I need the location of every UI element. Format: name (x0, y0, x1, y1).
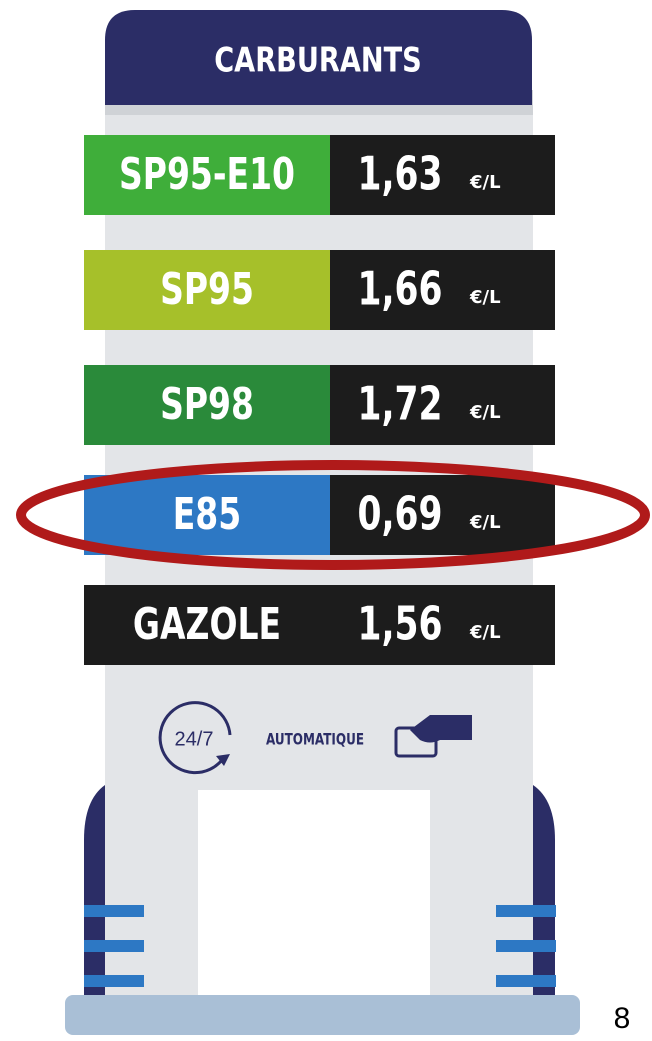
fuel-price: 1,56 (357, 596, 442, 650)
stripe (496, 940, 556, 952)
fuel-price: 0,69 (357, 486, 442, 540)
left-pillar (84, 785, 105, 1000)
sign-title: CARBURANTS (214, 40, 422, 80)
fuel-row: E85 0,69 €/L (84, 475, 555, 555)
service-label: AUTOMATIQUE (266, 731, 364, 749)
fuel-row: GAZOLE 1,56 €/L (84, 585, 555, 665)
fuel-row: SP98 1,72 €/L (84, 365, 555, 445)
page: {"header": {"title": "CARBURANTS"}, "fue… (0, 0, 652, 1041)
fuel-unit: €/L (469, 172, 501, 193)
fuel-name: SP95-E10 (119, 149, 295, 200)
fuel-row: SP95 1,66 €/L (84, 250, 555, 330)
stripe (496, 975, 556, 987)
fuel-unit: €/L (469, 622, 501, 643)
stripe (84, 905, 144, 917)
fuel-name: E85 (173, 489, 241, 540)
page-number: 8 (614, 1002, 631, 1035)
fuel-unit: €/L (469, 402, 501, 423)
service-badge: 24/7 (175, 728, 214, 750)
fuel-sign-illustration: CARBURANTS SP95-E10 1,63 €/L SP95 1,66 €… (0, 0, 652, 1041)
right-pillar (533, 785, 555, 1000)
window (198, 790, 430, 1000)
fuel-unit: €/L (469, 512, 501, 533)
fuel-price: 1,63 (357, 146, 442, 200)
base (65, 995, 580, 1035)
stripe (84, 975, 144, 987)
fuel-name: SP95 (160, 264, 254, 315)
fuel-price: 1,72 (357, 376, 442, 430)
fuel-name: GAZOLE (133, 599, 281, 650)
fuel-price: 1,66 (357, 261, 442, 315)
stripe (496, 905, 556, 917)
fuel-name: SP98 (160, 379, 254, 430)
fuel-row: SP95-E10 1,63 €/L (84, 135, 555, 215)
fuel-unit: €/L (469, 287, 501, 308)
stripe (84, 940, 144, 952)
